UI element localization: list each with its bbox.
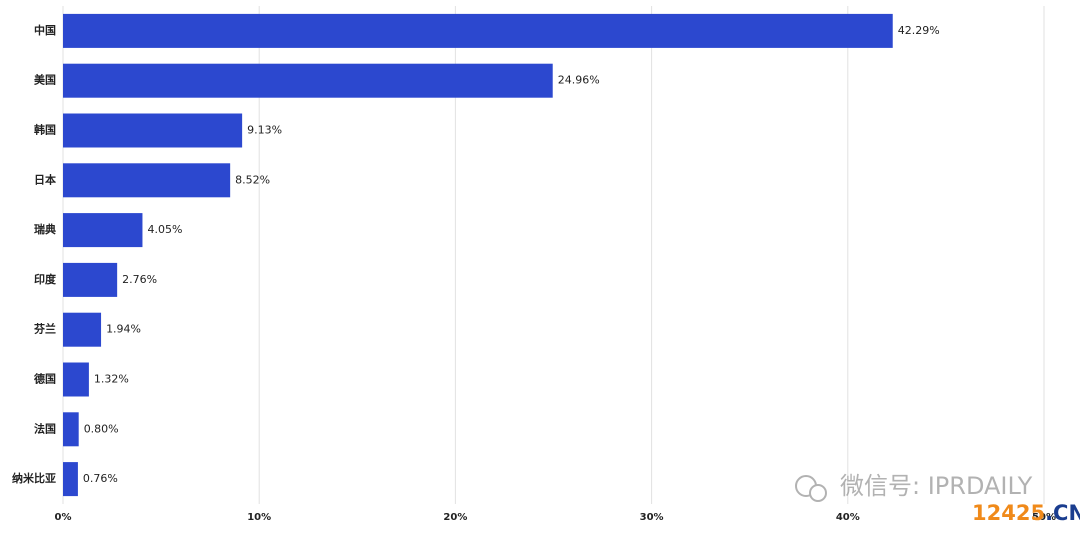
- value-label: 4.05%: [147, 223, 182, 236]
- y-tick-label: 印度: [34, 272, 57, 286]
- bar: [63, 213, 143, 248]
- bar: [63, 13, 893, 48]
- y-tick-label: 日本: [34, 172, 56, 186]
- y-tick-label: 瑞典: [34, 222, 56, 236]
- y-tick-label: 美国: [34, 73, 56, 87]
- value-label: 1.32%: [94, 373, 129, 386]
- value-label: 24.96%: [558, 74, 600, 87]
- bar: [63, 163, 231, 198]
- bar: [63, 262, 118, 297]
- y-tick-label: 芬兰: [33, 322, 56, 336]
- watermark-icon: [809, 484, 827, 502]
- y-tick-label: 法国: [34, 421, 56, 435]
- y-tick-label: 德国: [33, 372, 56, 386]
- x-tick-label: 10%: [247, 512, 271, 523]
- y-tick-label: 纳米比亚: [12, 471, 56, 485]
- bar: [63, 462, 78, 497]
- watermark-site-suffix: .CN: [1045, 501, 1080, 525]
- bar: [63, 412, 79, 447]
- y-tick-label: 中国: [34, 23, 56, 37]
- bar: [63, 63, 553, 98]
- x-tick-label: 20%: [443, 512, 467, 523]
- x-tick-label: 30%: [640, 512, 664, 523]
- x-tick-label: 0%: [55, 512, 72, 523]
- value-label: 1.94%: [106, 323, 141, 336]
- bar: [63, 113, 243, 148]
- y-tick-label: 韩国: [34, 123, 56, 137]
- watermark-site: 12425.CN: [972, 501, 1080, 525]
- x-tick-label: 40%: [836, 512, 860, 523]
- value-label: 0.80%: [84, 422, 119, 435]
- value-label: 2.76%: [122, 273, 157, 286]
- watermark-site-number: 12425: [972, 501, 1045, 525]
- value-label: 9.13%: [247, 124, 282, 137]
- value-label: 8.52%: [235, 173, 270, 186]
- watermark: 微信号: IPRDAILY: [795, 472, 1033, 502]
- value-label: 0.76%: [83, 472, 118, 485]
- bar: [63, 312, 102, 347]
- bar: [63, 362, 89, 397]
- watermark-account: 微信号: IPRDAILY: [840, 472, 1033, 500]
- x-tick-label: 50%: [1032, 512, 1056, 523]
- value-label: 42.29%: [898, 24, 940, 37]
